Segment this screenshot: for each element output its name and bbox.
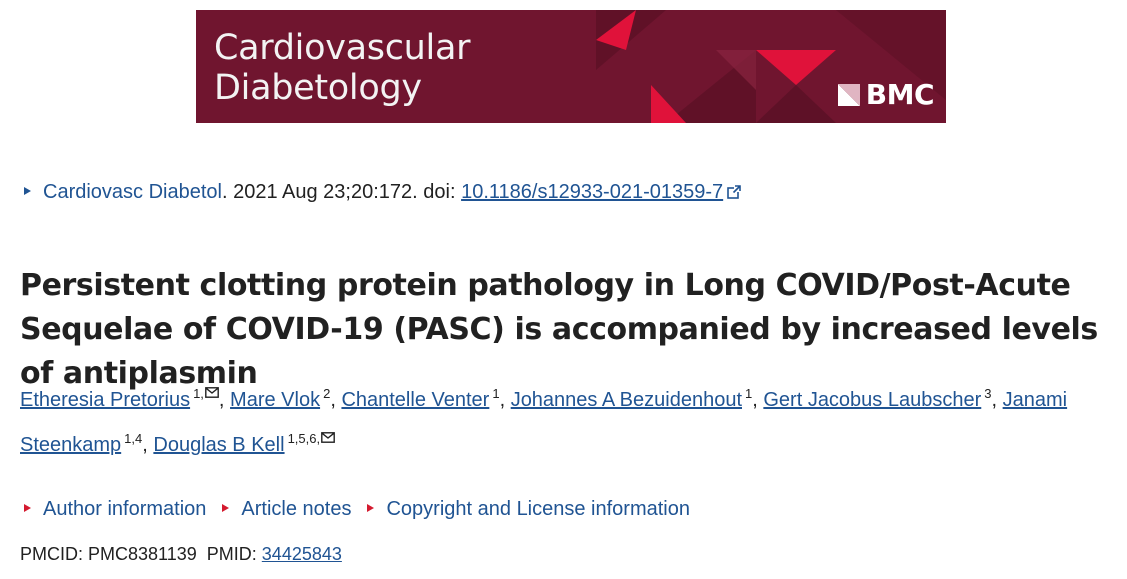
author-entry: Douglas B Kell 1,5,6, [153,431,336,456]
affiliation-numbers: 1, [193,386,204,402]
expander-copyright-license[interactable]: Copyright and License information [367,498,690,520]
expander-author-information[interactable]: Author information [24,498,206,520]
author-entry: Gert Jacobus Laubscher 3, [763,386,1003,411]
author-separator: , [218,389,231,411]
triangle-right-icon [24,503,31,512]
author-link[interactable]: Johannes A Bezuidenhout [510,389,742,411]
pmcid-value: PMC8381139 [88,544,197,564]
pmid-link[interactable]: 34425843 [261,544,342,564]
author-affiliation: 2 [323,386,330,401]
author-affiliation: 1 [745,386,752,401]
author-separator: , [142,434,154,456]
pmid-label: PMID: [206,544,262,564]
author-link[interactable]: Gert Jacobus Laubscher [763,389,982,411]
author-affiliation: 1 [492,386,499,401]
journal-name: Cardiovascular Diabetology [214,28,471,108]
journal-link[interactable]: Cardiovasc Diabetol [43,181,222,203]
author-separator: , [991,389,1003,411]
publisher-logo: BMC [837,78,935,111]
article-identifiers: PMCID: PMC8381139 PMID: 34425843 [20,542,342,566]
journal-name-line1: Cardiovascular [214,28,471,68]
author-affiliation: 1,4 [124,431,142,446]
author-entry: Etheresia Pretorius 1,, [20,386,231,411]
author-separator: , [330,389,342,411]
affiliation-numbers: 1 [745,386,753,402]
author-list: Etheresia Pretorius 1,, Mare Vlok 2, Chant… [20,378,1115,468]
citation-line: Cardiovasc Diabetol. 2021 Aug 23;20:172.… [24,180,742,204]
banner-decoration [596,10,946,123]
expander-article-notes[interactable]: Article notes [222,498,351,520]
author-affiliation: 1,5,6, [288,431,336,446]
external-link-icon[interactable] [727,184,742,199]
affiliation-numbers: 3 [984,386,992,402]
affiliation-numbers: 1,4 [124,431,143,447]
envelope-icon[interactable] [205,387,219,399]
article-info-expanders: Author information Article notes Copyright… [24,497,706,521]
expander-label: Author information [43,498,207,520]
author-link[interactable]: Chantelle Venter [341,389,490,411]
journal-name-line2: Diabetology [214,68,422,108]
expander-label: Article notes [241,498,352,520]
affiliation-numbers: 1,5,6, [287,431,321,447]
author-entry: Mare Vlok 2, [230,386,342,411]
author-affiliation: 3 [984,386,991,401]
author-entry: Johannes A Bezuidenhout 1, [510,386,764,411]
triangle-right-icon[interactable] [24,186,31,195]
author-entry: Janami Steenkamp 1,4, [20,389,1067,456]
publisher-name: BMC [865,78,935,111]
expander-label: Copyright and License information [386,498,690,520]
author-separator: , [499,389,511,411]
author-link[interactable]: Douglas B Kell [153,434,285,456]
author-separator: , [752,389,764,411]
affiliation-numbers: 2 [323,386,331,402]
envelope-icon[interactable] [321,432,335,444]
article-title: Persistent clotting protein pathology in… [20,268,1098,391]
triangle-right-icon [367,503,375,512]
author-link[interactable]: Etheresia Pretorius [20,389,191,411]
triangle-right-icon [222,503,230,512]
author-link[interactable]: Mare Vlok [230,389,321,411]
doi-link[interactable]: 10.1186/s12933-021-01359-7 [461,181,724,203]
author-affiliation: 1, [193,386,219,401]
citation-details: . 2021 Aug 23;20:172. doi: [221,181,462,203]
journal-banner[interactable]: Cardiovascular Diabetology BMC [196,10,946,123]
bmc-logo-icon [837,83,860,106]
affiliation-numbers: 1 [492,386,500,402]
author-entry: Chantelle Venter 1, [341,386,511,411]
author-link[interactable]: Janami Steenkamp [20,389,1068,456]
pmcid-label: PMCID: [20,544,89,564]
